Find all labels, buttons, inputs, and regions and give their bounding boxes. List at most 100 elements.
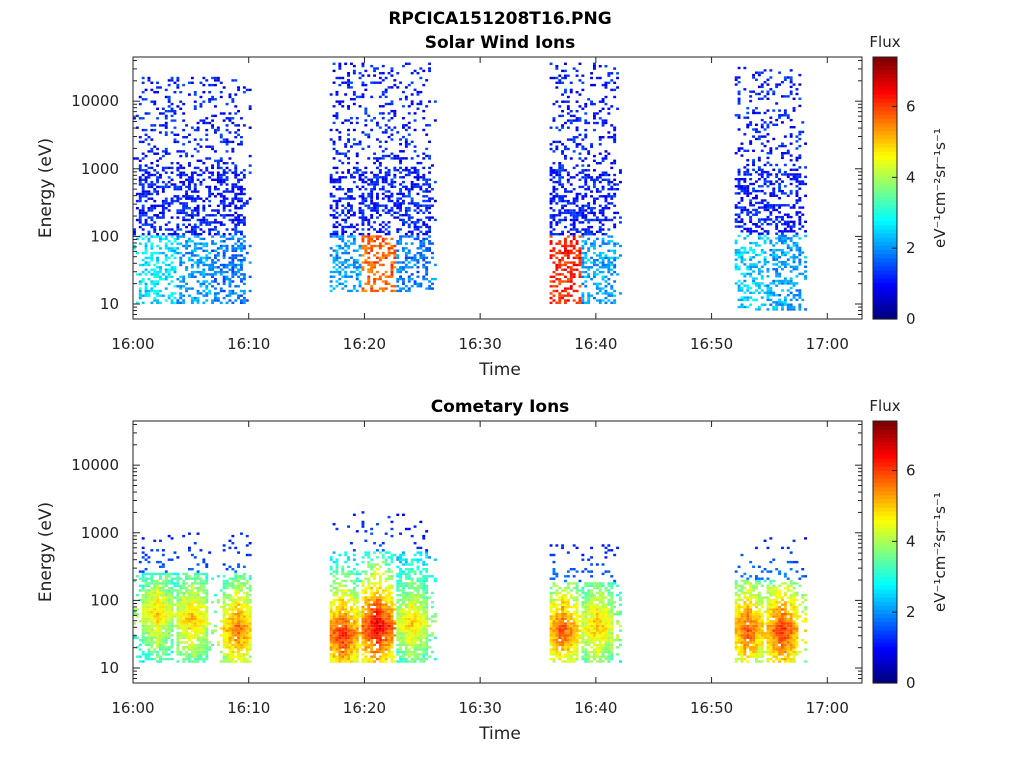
heatmap-cell (737, 249, 741, 252)
heatmap-cell (147, 641, 151, 644)
heatmap-cell (159, 225, 162, 229)
heatmap-cell (135, 157, 139, 160)
heatmap-cell (196, 620, 200, 623)
heatmap-cell (566, 254, 570, 257)
heatmap-cell (193, 598, 197, 602)
heatmap-cell (422, 190, 426, 193)
heatmap-cell (355, 154, 359, 158)
heatmap-cell (575, 289, 579, 293)
heatmap-cell (604, 81, 608, 84)
heatmap-cell (769, 192, 773, 195)
heatmap-cell (558, 171, 562, 174)
heatmap-cell (607, 218, 611, 222)
heatmap-cell (384, 254, 388, 257)
heatmap-cell (248, 164, 252, 167)
heatmap-cell (161, 591, 165, 595)
heatmap-cell (402, 105, 405, 108)
heatmap-cell (344, 62, 348, 65)
heatmap-cell (416, 235, 420, 238)
heatmap-cell (185, 629, 188, 632)
heatmap-cell (552, 76, 556, 80)
colorbar-segment (873, 269, 897, 275)
heatmap-cell (164, 622, 168, 625)
heatmap-cell (766, 201, 770, 205)
heatmap-cell (141, 603, 145, 606)
heatmap-cell (214, 185, 217, 189)
heatmap-cell (211, 83, 214, 87)
heatmap-cell (335, 221, 339, 224)
heatmap-cell (147, 143, 151, 146)
heatmap-cell (164, 572, 168, 576)
heatmap-cell (347, 83, 350, 87)
heatmap-cell (350, 209, 353, 212)
heatmap-cell (772, 194, 776, 197)
heatmap-cell (552, 119, 556, 122)
heatmap-cell (190, 190, 194, 193)
heatmap-cell (211, 643, 214, 647)
heatmap-cell (361, 83, 365, 87)
heatmap-cell (202, 76, 206, 80)
heatmap-cell (159, 582, 162, 585)
heatmap-cell (161, 643, 165, 647)
heatmap-cell (240, 273, 243, 276)
heatmap-cell (775, 253, 779, 257)
heatmap-cell (335, 211, 339, 214)
heatmap-cell (211, 629, 214, 632)
heatmap-cell (578, 117, 582, 120)
heatmap-cell (231, 183, 235, 186)
heatmap-cell (795, 168, 799, 171)
heatmap-cell (757, 234, 761, 238)
heatmap-cell (384, 76, 388, 80)
heatmap-cell (214, 128, 217, 132)
heatmap-cell (150, 631, 154, 635)
heatmap-cell (214, 79, 217, 82)
heatmap-cell (144, 112, 148, 115)
heatmap-cell (156, 650, 159, 654)
heatmap-cell (390, 289, 394, 293)
colorbar-segment (873, 257, 897, 263)
heatmap-cell (393, 216, 397, 219)
heatmap-cell (755, 128, 758, 131)
heatmap-cell (590, 100, 593, 103)
heatmap-cell (783, 185, 787, 188)
heatmap-cell (150, 273, 154, 276)
heatmap-cell (760, 237, 764, 240)
heatmap-cell (188, 207, 191, 210)
heatmap-cell (549, 240, 553, 243)
heatmap-cell (778, 282, 781, 285)
heatmap-cell (404, 173, 408, 177)
heatmap-cell (153, 100, 157, 103)
heatmap-cell (248, 171, 252, 174)
heatmap-cell (228, 140, 232, 144)
heatmap-cell (593, 282, 596, 286)
heatmap-cell (601, 299, 605, 302)
heatmap-cell (344, 259, 348, 262)
heatmap-cell (795, 289, 799, 292)
heatmap-cell (199, 605, 203, 609)
heatmap-cell (555, 81, 559, 84)
heatmap-cell (601, 233, 605, 236)
heatmap-cell (231, 162, 235, 165)
heatmap-cell (766, 260, 770, 264)
heatmap-cell (604, 280, 608, 283)
heatmap-cell (234, 285, 238, 288)
heatmap-cell (584, 256, 588, 260)
heatmap-cell (564, 261, 567, 264)
heatmap-cell (781, 142, 784, 145)
heatmap-cell (199, 613, 203, 616)
heatmap-cell (147, 655, 151, 658)
heatmap-cell (173, 199, 177, 203)
heatmap-cell (153, 299, 157, 302)
heatmap-cell (381, 254, 385, 257)
heatmap-cell (167, 648, 171, 651)
heatmap-cell (376, 166, 379, 170)
heatmap-cell (598, 136, 602, 139)
heatmap-cell (804, 220, 807, 223)
heatmap-cell (170, 603, 174, 606)
heatmap-cell (138, 166, 142, 170)
heatmap-cell (188, 634, 191, 637)
heatmap-cell (410, 230, 414, 233)
heatmap-cell (795, 234, 799, 238)
heatmap-cell (147, 209, 151, 212)
heatmap-cell (144, 591, 148, 595)
